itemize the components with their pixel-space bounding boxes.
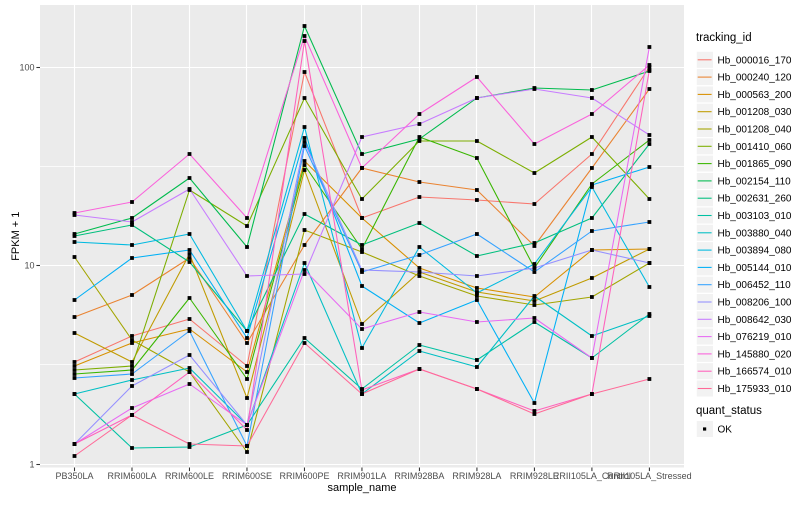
svg-text:RRIM928BA: RRIM928BA (394, 471, 444, 481)
svg-text:PB350LA: PB350LA (55, 471, 93, 481)
svg-text:RRII105LA_Stressed: RRII105LA_Stressed (607, 471, 692, 481)
svg-text:1: 1 (29, 460, 34, 470)
svg-text:sample_name: sample_name (327, 482, 396, 494)
svg-text:RRIM928LA: RRIM928LA (452, 471, 501, 481)
svg-text:Hb_076219_010: Hb_076219_010 (718, 332, 792, 343)
svg-text:Hb_008642_030: Hb_008642_030 (718, 315, 792, 326)
svg-text:FPKM + 1: FPKM + 1 (10, 212, 22, 261)
svg-text:10: 10 (24, 261, 34, 271)
svg-text:Hb_000016_170: Hb_000016_170 (718, 55, 792, 66)
svg-text:RRIM600LA: RRIM600LA (107, 471, 156, 481)
svg-text:Hb_001865_090: Hb_001865_090 (718, 159, 792, 170)
svg-text:100: 100 (19, 63, 34, 73)
svg-text:OK: OK (718, 425, 733, 436)
svg-text:Hb_000240_120: Hb_000240_120 (718, 73, 792, 84)
svg-text:RRII105LA_Control: RRII105LA_Control (553, 471, 631, 481)
svg-text:RRIM928LE: RRIM928LE (510, 471, 559, 481)
svg-text:RRIM901LA: RRIM901LA (337, 471, 386, 481)
svg-text:Hb_001208_040: Hb_001208_040 (718, 125, 792, 136)
svg-text:Hb_003894_080: Hb_003894_080 (718, 246, 792, 257)
svg-text:Hb_175933_010: Hb_175933_010 (718, 384, 792, 395)
svg-text:Hb_166574_010: Hb_166574_010 (718, 367, 792, 378)
svg-text:Hb_003880_040: Hb_003880_040 (718, 228, 792, 239)
svg-text:Hb_001208_030: Hb_001208_030 (718, 107, 792, 118)
svg-text:Hb_002631_260: Hb_002631_260 (718, 194, 792, 205)
svg-text:tracking_id: tracking_id (696, 32, 752, 44)
svg-text:Hb_002154_110: Hb_002154_110 (718, 176, 792, 187)
svg-text:Hb_145880_020: Hb_145880_020 (718, 349, 792, 360)
svg-text:Hb_006452_110: Hb_006452_110 (718, 280, 792, 291)
svg-text:Hb_003103_010: Hb_003103_010 (718, 211, 792, 222)
svg-text:Hb_008206_100: Hb_008206_100 (718, 298, 792, 309)
svg-text:RRIM600PE: RRIM600PE (279, 471, 329, 481)
svg-text:RRIM600SE: RRIM600SE (222, 471, 272, 481)
svg-text:Hb_000563_200: Hb_000563_200 (718, 90, 792, 101)
svg-text:Hb_005144_010: Hb_005144_010 (718, 263, 792, 274)
svg-text:quant_status: quant_status (696, 405, 762, 417)
svg-text:RRIM600LE: RRIM600LE (165, 471, 214, 481)
svg-text:Hb_001410_060: Hb_001410_060 (718, 142, 792, 153)
